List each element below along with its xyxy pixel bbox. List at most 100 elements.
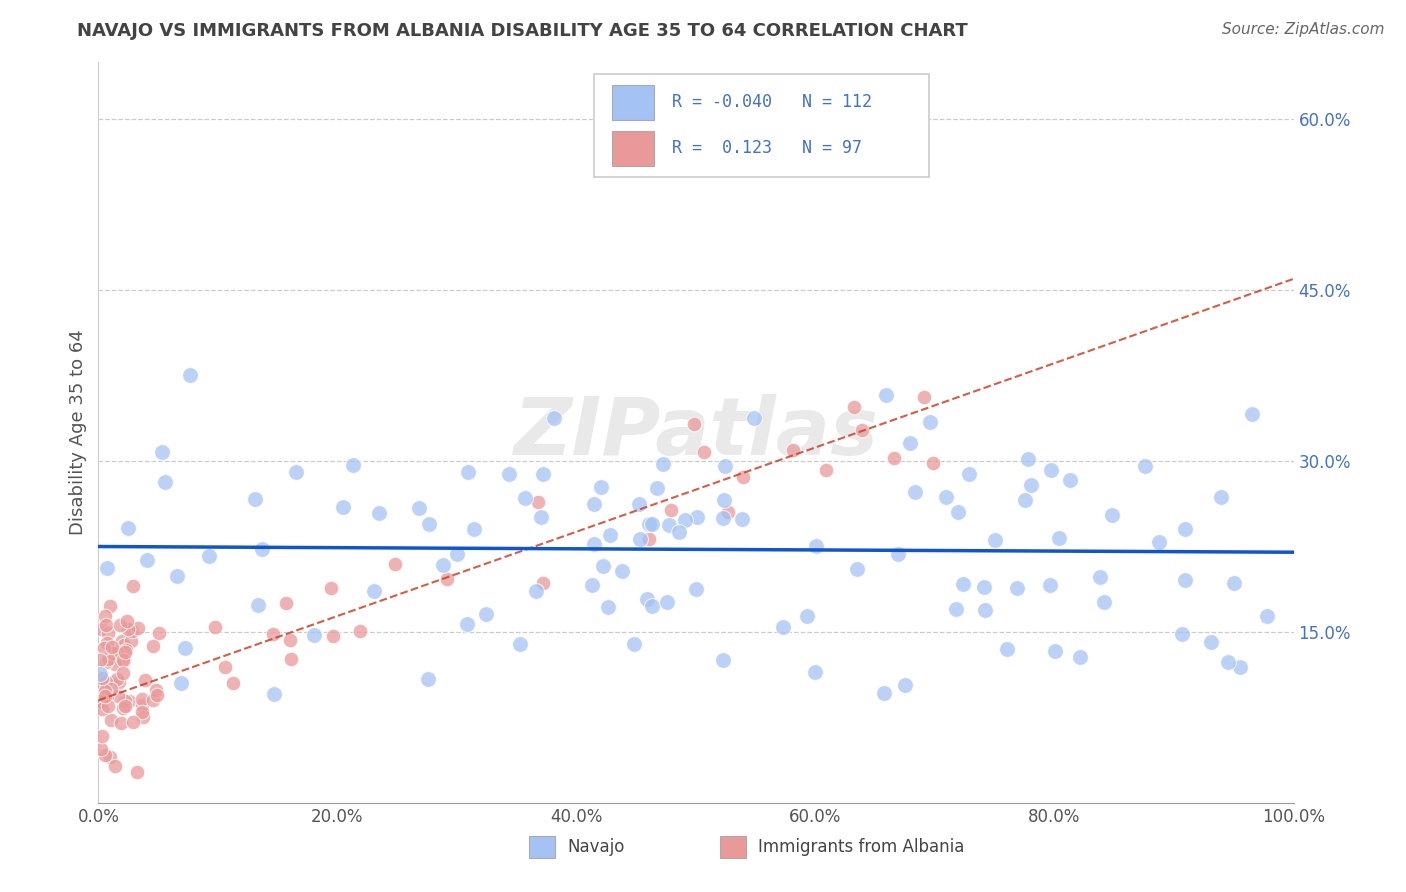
Point <box>122 579 145 593</box>
Point <box>94 684 117 698</box>
Point <box>146 689 169 703</box>
Point <box>179 368 201 382</box>
Point <box>166 568 188 582</box>
Point <box>814 463 837 477</box>
Point <box>148 626 170 640</box>
Point <box>319 581 342 595</box>
Point <box>384 557 406 571</box>
Point <box>436 572 458 586</box>
Point <box>432 558 454 573</box>
Point <box>543 411 565 425</box>
Point <box>90 729 112 743</box>
Point <box>145 683 167 698</box>
Point <box>114 645 136 659</box>
Point <box>110 618 132 632</box>
Point <box>90 671 112 685</box>
Point <box>1039 578 1062 592</box>
Point <box>89 666 111 681</box>
Point <box>96 689 118 703</box>
Point <box>418 673 440 687</box>
Point <box>94 747 117 762</box>
Point <box>673 512 696 526</box>
Point <box>114 694 136 708</box>
Point <box>851 424 873 438</box>
Point <box>214 660 236 674</box>
Point <box>1017 452 1039 467</box>
Point <box>90 622 112 636</box>
Point <box>118 694 141 708</box>
Point <box>121 624 143 639</box>
Point <box>714 458 737 473</box>
Point <box>581 578 603 592</box>
Point <box>693 445 716 459</box>
Point <box>531 576 554 591</box>
Point <box>134 673 156 688</box>
Point <box>91 701 114 715</box>
Point <box>1088 570 1111 584</box>
Point <box>952 576 974 591</box>
Point <box>1223 576 1246 591</box>
Point <box>89 742 111 756</box>
Point <box>97 652 120 666</box>
Point <box>945 601 967 615</box>
Point <box>96 636 118 650</box>
Point <box>114 698 136 713</box>
Text: Navajo: Navajo <box>567 838 624 856</box>
Point <box>651 457 673 471</box>
Point <box>131 692 153 706</box>
Point <box>898 435 921 450</box>
Point <box>1256 608 1278 623</box>
Point <box>408 500 430 515</box>
Point <box>742 410 765 425</box>
Point <box>623 637 645 651</box>
Point <box>636 591 658 606</box>
Point <box>262 627 284 641</box>
FancyBboxPatch shape <box>613 130 654 166</box>
Point <box>89 694 111 708</box>
Point <box>641 599 664 613</box>
Point <box>131 698 153 712</box>
Point <box>1201 635 1223 649</box>
Point <box>731 470 754 484</box>
Point <box>475 607 498 621</box>
Point <box>98 750 122 764</box>
Point <box>120 633 142 648</box>
Point <box>94 674 117 689</box>
Point <box>682 417 704 431</box>
Point <box>804 539 827 553</box>
Point <box>117 521 139 535</box>
Point <box>1069 649 1091 664</box>
Point <box>141 639 163 653</box>
Point <box>920 415 942 429</box>
Point <box>93 640 115 655</box>
Point <box>641 516 664 531</box>
Point <box>922 456 945 470</box>
Point <box>132 710 155 724</box>
Point <box>713 492 735 507</box>
Point <box>711 653 734 667</box>
Point <box>250 542 273 557</box>
FancyBboxPatch shape <box>529 836 555 858</box>
Point <box>98 599 121 613</box>
Point <box>197 549 219 564</box>
Point <box>796 609 818 624</box>
Point <box>263 687 285 701</box>
Point <box>974 602 997 616</box>
Point <box>107 673 129 687</box>
Point <box>655 594 678 608</box>
Point <box>108 650 131 665</box>
Point <box>984 533 1007 547</box>
Point <box>108 674 131 689</box>
Point <box>90 694 112 708</box>
Point <box>112 653 135 667</box>
Point <box>583 537 606 551</box>
Point <box>717 505 740 519</box>
Point <box>127 764 149 779</box>
Point <box>107 689 129 703</box>
Point <box>94 618 117 632</box>
Point <box>101 679 124 693</box>
Point <box>658 518 681 533</box>
Point <box>1170 627 1192 641</box>
Point <box>105 645 128 659</box>
Point <box>583 497 606 511</box>
